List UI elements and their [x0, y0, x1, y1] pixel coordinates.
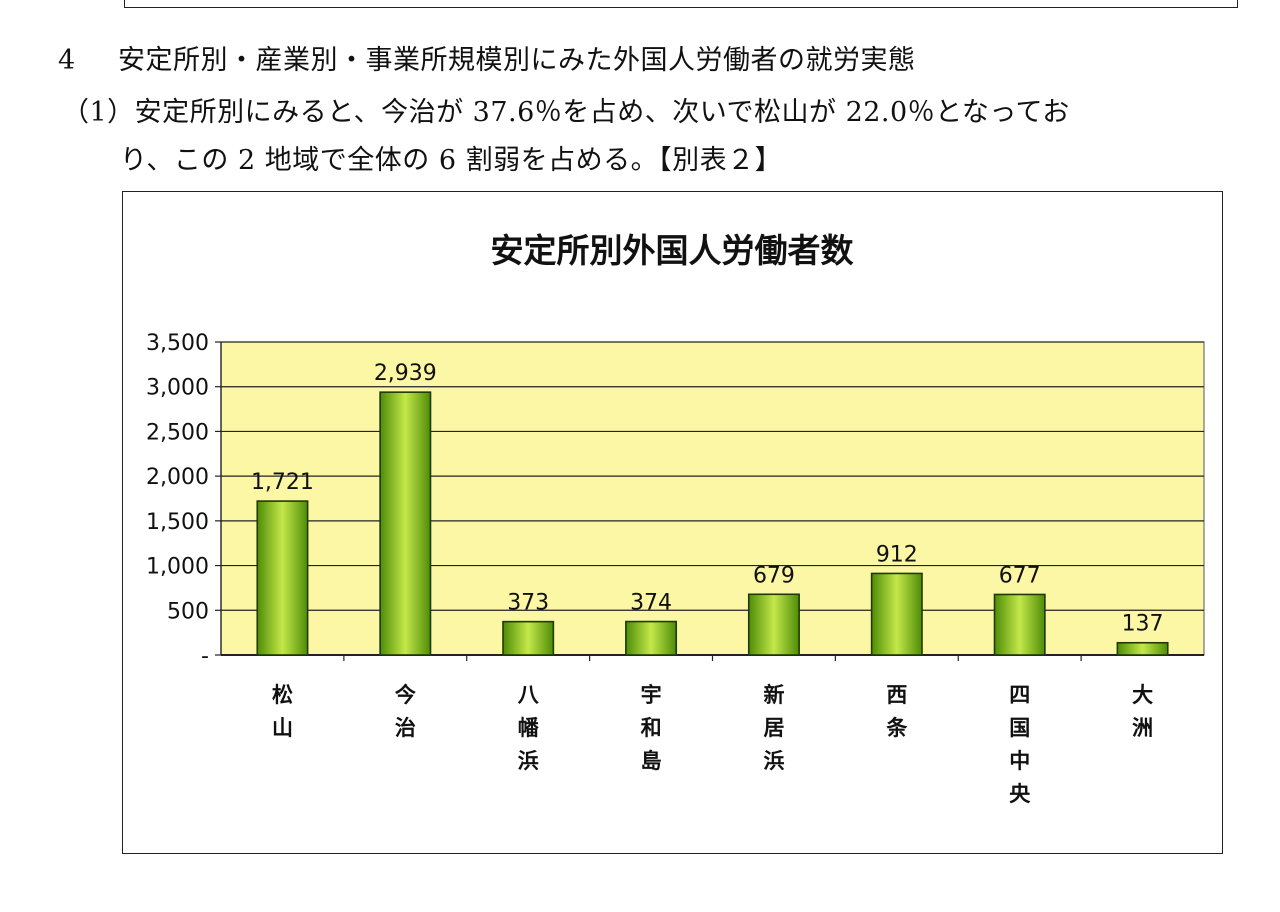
- y-tick-label: 2,000: [146, 465, 209, 490]
- chart-frame: 安定所別外国人労働者数 - 500 1,000 1,500 2,000 2,500 3,00…: [122, 191, 1223, 854]
- bar: [379, 391, 432, 656]
- data-label: 1,721: [251, 470, 314, 495]
- bar: [1116, 641, 1169, 656]
- y-tick-label: 1,000: [146, 555, 209, 580]
- x-tick-label: 松山: [272, 683, 293, 740]
- plot-area: - 500 1,000 1,500 2,000 2,500 3,000 3,500 1,721 松…: [146, 331, 1205, 806]
- x-tick-label: 新居浜: [763, 683, 784, 773]
- paragraph-line-2: り、この 2 地域で全体の 6 割弱を占める。【別表２】: [120, 145, 783, 176]
- bar: [256, 500, 309, 656]
- data-label: 373: [507, 591, 549, 616]
- data-label: 374: [630, 591, 672, 616]
- y-tick-label: 3,000: [146, 376, 209, 401]
- y-tick-label: 500: [167, 599, 209, 624]
- bar-chart: 安定所別外国人労働者数 - 500 1,000 1,500 2,000 2,500 3,00…: [146, 231, 1205, 806]
- x-tick-label: 宇和島: [641, 683, 662, 773]
- section-heading: 4 安定所別・産業別・事業所規模別にみた外国人労働者の就労実態: [58, 38, 916, 77]
- bar: [502, 620, 555, 656]
- x-tick-label: 今治: [395, 683, 416, 740]
- bar: [747, 593, 800, 656]
- bar: [993, 593, 1046, 656]
- data-label: 679: [753, 563, 795, 588]
- plot-background: [220, 341, 1205, 656]
- chart-title: 安定所別外国人労働者数: [491, 231, 855, 270]
- section-number: 4: [58, 45, 76, 76]
- y-tick-label: 1,500: [146, 510, 209, 535]
- bar: [870, 572, 923, 656]
- y-tick-label: 2,500: [146, 420, 209, 445]
- top-frame-rule: [124, 0, 1238, 8]
- data-label: 677: [999, 563, 1041, 588]
- data-label: 912: [876, 542, 918, 567]
- bar: [625, 620, 678, 656]
- data-label: 2,939: [374, 361, 437, 386]
- paragraph-line-1: （1）安定所別にみると、今治が 37.6％を占め、次いで松山が 22.0％となっ…: [62, 97, 1070, 128]
- x-tick-label: 四国中央: [1009, 683, 1031, 806]
- x-tick-label: 西条: [886, 683, 908, 740]
- data-label: 137: [1122, 612, 1164, 637]
- y-tick-label: -: [201, 644, 209, 669]
- x-tick-label: 大洲: [1132, 683, 1153, 740]
- x-tick-label: 八幡浜: [518, 683, 540, 773]
- section-title: 安定所別・産業別・事業所規模別にみた外国人労働者の就労実態: [118, 45, 916, 76]
- y-tick-label: 3,500: [146, 331, 209, 356]
